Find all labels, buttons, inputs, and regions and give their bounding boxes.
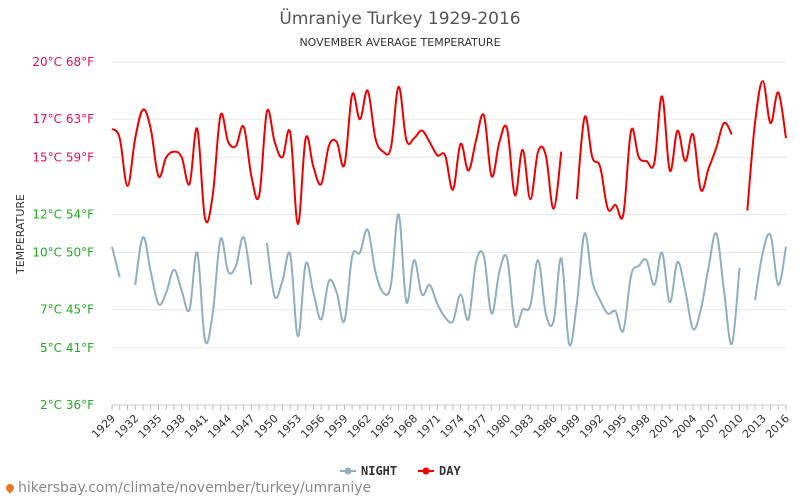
x-tick-label: 1998: [624, 412, 653, 441]
x-tick-label: 1962: [345, 412, 374, 441]
x-tick-label: 2010: [717, 412, 746, 441]
x-tick-label: 2001: [647, 412, 676, 441]
x-tick-label: 1935: [136, 412, 165, 441]
x-tick-label: 1929: [89, 412, 118, 441]
legend-label: NIGHT: [361, 464, 397, 478]
series-line-night: [754, 232, 787, 301]
legend-item-night[interactable]: NIGHT: [340, 464, 397, 478]
x-tick-label: 1974: [438, 412, 467, 441]
legend-swatch-dot: [344, 467, 352, 475]
y-tick-label: 17°C 63°F: [32, 112, 94, 126]
series-line-day: [746, 80, 787, 211]
legend-label: DAY: [439, 464, 461, 478]
location-pin-icon: [4, 482, 16, 494]
series-line-night: [111, 246, 121, 278]
x-tick-label: 1950: [252, 412, 281, 441]
series-line-day: [111, 85, 563, 226]
x-tick-label: 1983: [507, 412, 536, 441]
x-tick-label: 1956: [298, 412, 327, 441]
y-tick-label: 5°C 41°F: [40, 341, 94, 355]
series-line-night: [134, 236, 253, 345]
series-line-night: [265, 213, 741, 347]
series-line-day: [575, 95, 733, 220]
legend-item-day[interactable]: DAY: [418, 464, 461, 478]
x-tick-label: 2016: [763, 412, 792, 441]
legend-swatch-dot: [422, 467, 430, 475]
watermark[interactable]: hikersbay.com/climate/november/turkey/um…: [4, 480, 372, 496]
y-axis-labels: 20°C 68°F 17°C 63°F 15°C 59°F 12°C 54°F 10°C…: [32, 55, 94, 412]
x-tick-label: 1947: [229, 412, 258, 441]
y-tick-label: 15°C 59°F: [32, 150, 94, 164]
x-tick-label: 1959: [322, 412, 351, 441]
chart-subtitle: NOVEMBER AVERAGE TEMPERATURE: [299, 36, 500, 49]
x-tick-label: 1992: [577, 412, 606, 441]
x-tick-label: 1977: [461, 412, 490, 441]
watermark-text: hikersbay.com/climate/november/turkey/um…: [18, 480, 372, 496]
x-tick-label: 2004: [670, 412, 699, 441]
x-tick-label: 2007: [693, 412, 722, 441]
x-tick-label: 1995: [600, 412, 629, 441]
x-tick-label: 1944: [205, 412, 234, 441]
x-tick-label: 1938: [159, 412, 188, 441]
x-tick-label: 1932: [112, 412, 141, 441]
x-tick-label: 1980: [484, 412, 513, 441]
legend[interactable]: NIGHT DAY: [340, 464, 461, 478]
x-tick-label: 1965: [368, 412, 397, 441]
y-axis-title: TEMPERATURE: [14, 194, 27, 275]
x-tick-label: 1986: [531, 412, 560, 441]
x-tick-label: 2013: [740, 412, 769, 441]
y-tick-label: 12°C 54°F: [32, 207, 94, 221]
series-lines: [111, 80, 787, 347]
y-tick-label: 2°C 36°F: [40, 398, 94, 412]
y-tick-label: 20°C 68°F: [32, 55, 94, 69]
chart-title: Ümraniye Turkey 1929-2016: [279, 7, 520, 29]
x-tick-label: 1941: [182, 412, 211, 441]
grid-lines: [112, 61, 786, 406]
y-tick-label: 10°C 50°F: [32, 246, 94, 260]
x-tick-label: 1989: [554, 412, 583, 441]
y-tick-label: 7°C 45°F: [40, 303, 94, 317]
x-axis: 1929193219351938194119441947195019531956…: [89, 404, 792, 441]
x-tick-label: 1968: [391, 412, 420, 441]
x-tick-label: 1953: [275, 412, 304, 441]
x-tick-label: 1971: [415, 412, 444, 441]
